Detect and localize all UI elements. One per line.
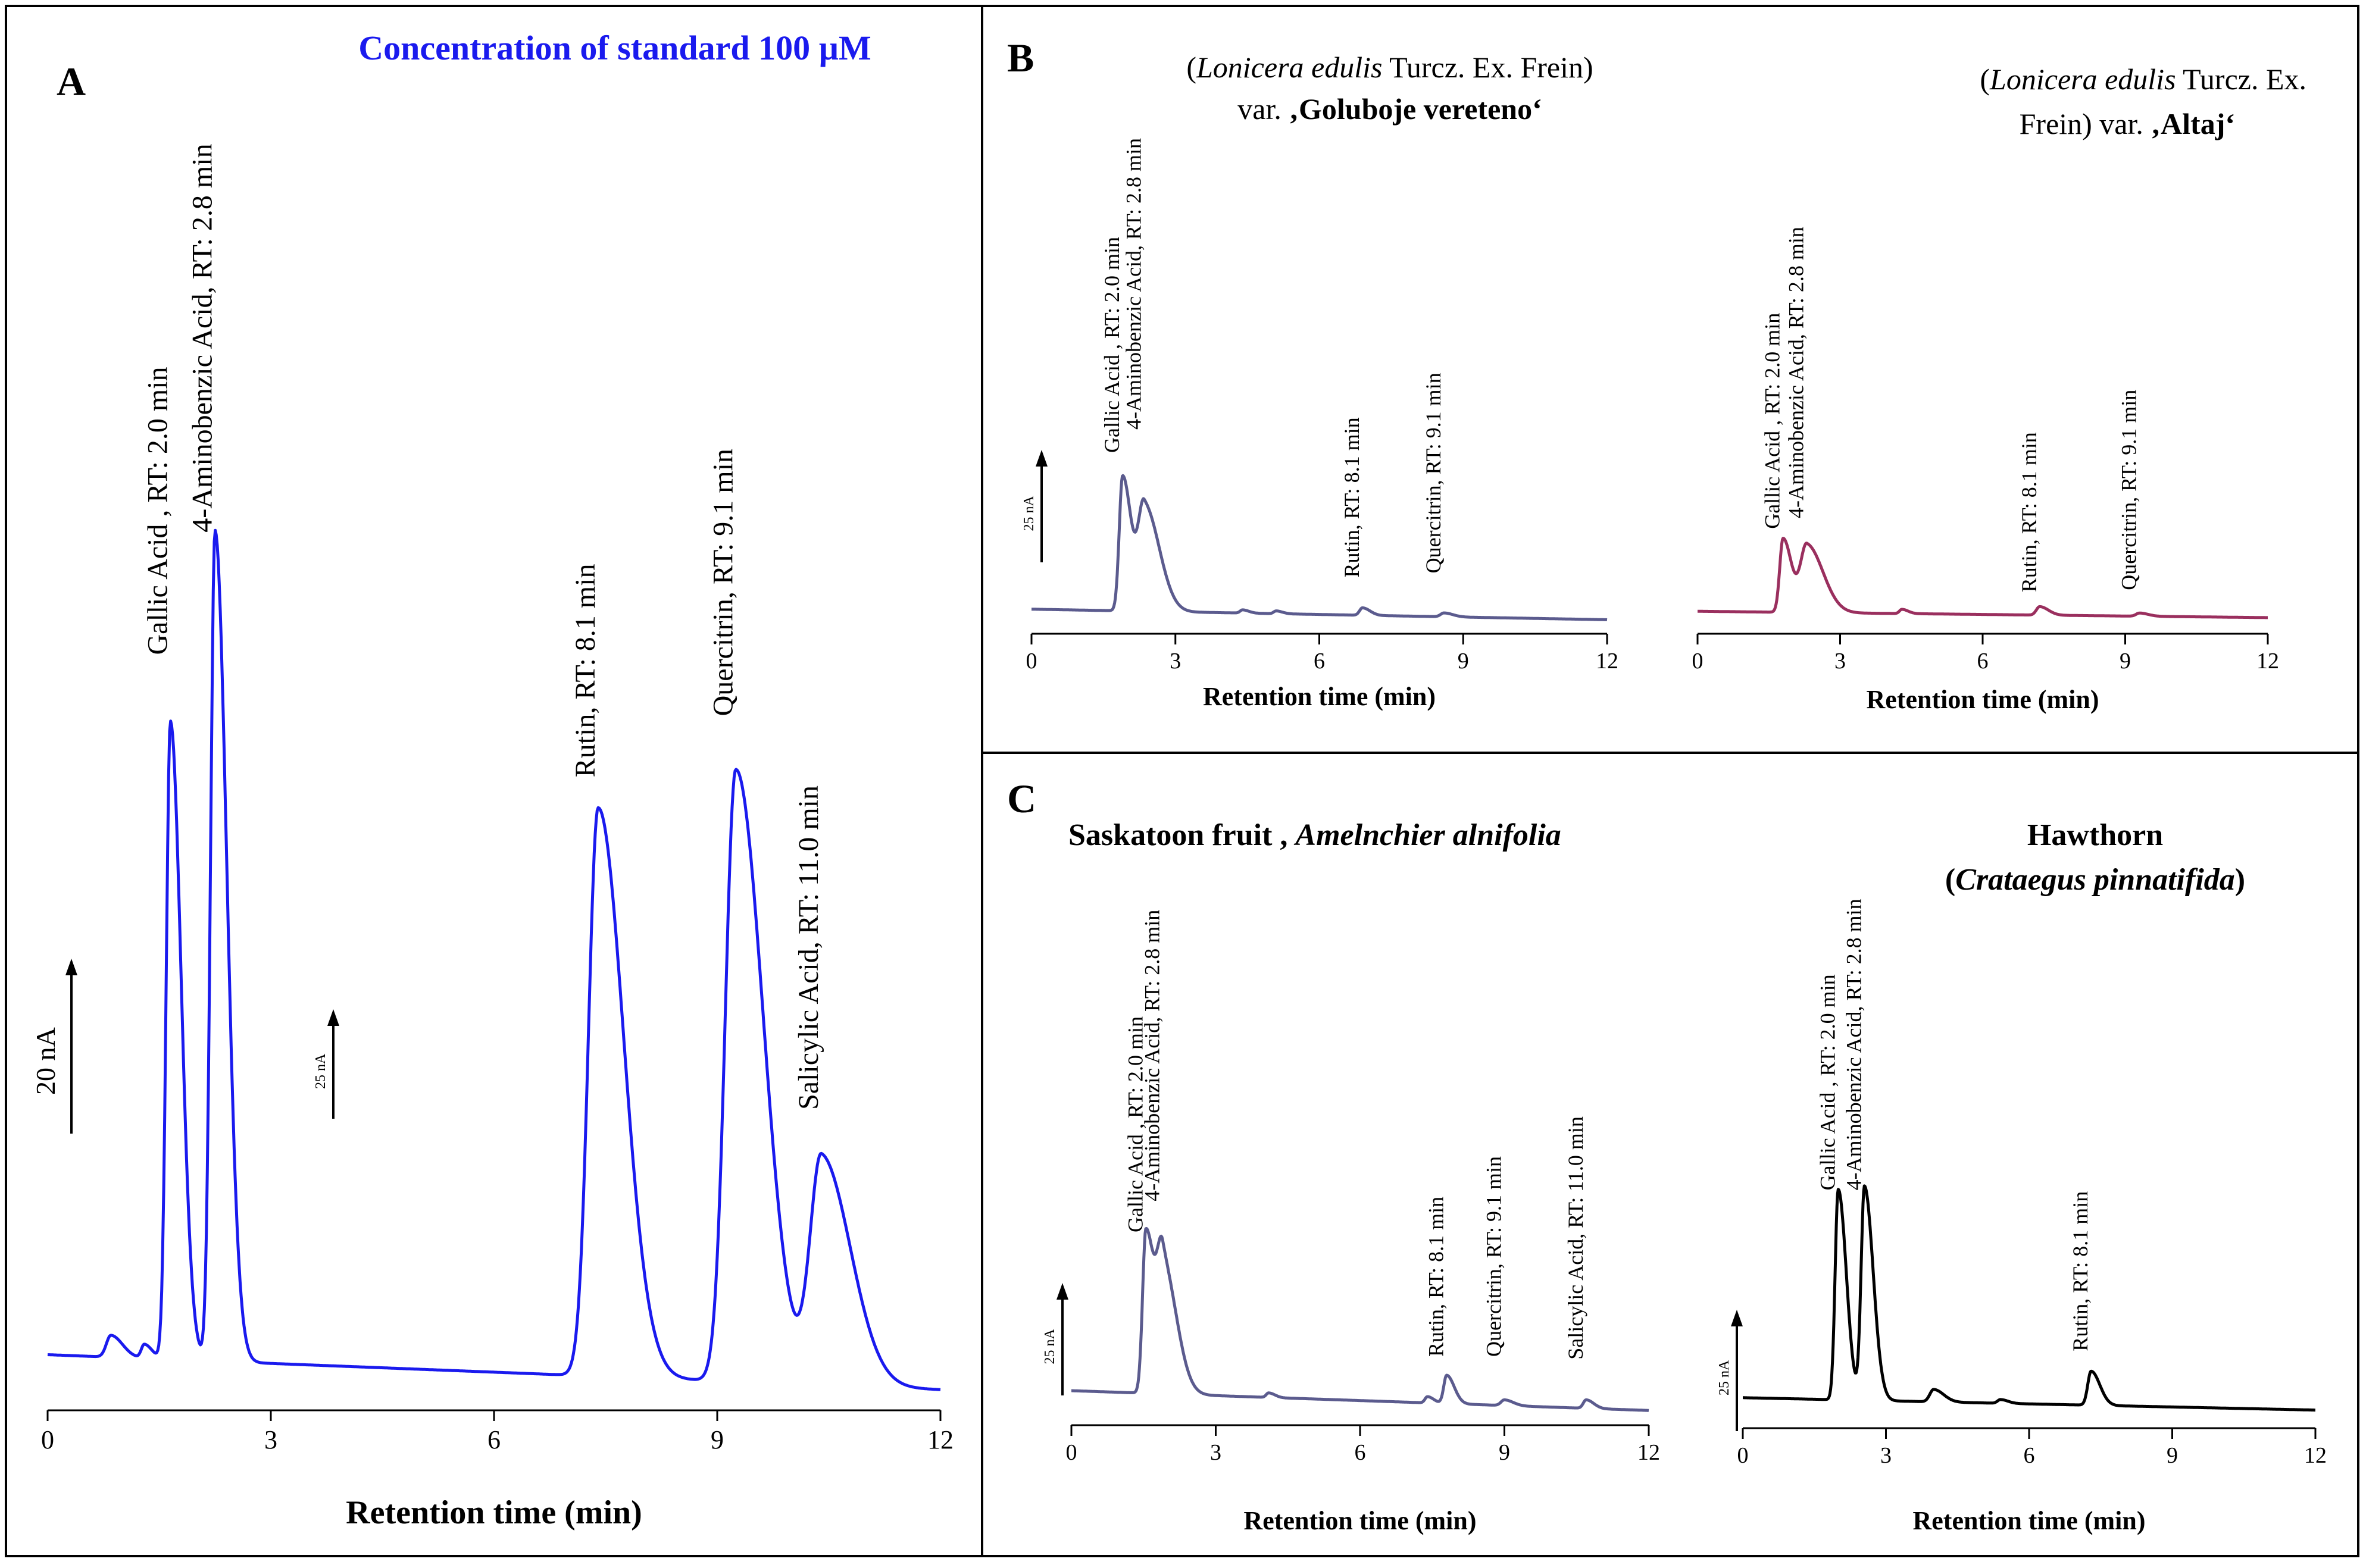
panel-a-frame [5,5,983,1557]
x-tick-label: 12 [1596,649,1618,674]
scale-bar-label: 25 nA [313,1053,329,1089]
x-tick-label: 3 [1834,649,1846,674]
x-tick-label: 3 [1210,1440,1221,1465]
peak-label: 4-Aminobenzic Acid, RT: 2.8 min [1140,910,1164,1201]
panel-b-right-subtitle: Frein) var. ‚Altaj‘ [2020,107,2235,140]
x-tick-label: 3 [264,1425,277,1454]
x-tick-label: 0 [41,1425,54,1454]
charts: 0 3 6 9 12 Retention time (min) Gallic Acid , … [30,138,2327,1535]
x-tick-label: 12 [2256,649,2279,674]
peak-label: Rutin, RT: 8.1 min [570,564,601,778]
x-tick-label: 0 [1026,649,1037,674]
scale-bar-label: 20 nA [30,1027,61,1095]
chromatogram-trace [1030,474,1608,621]
peak-label: Rutin, RT: 8.1 min [1340,417,1364,577]
panel-c-right-subtitle: (Crataegus pinnatifida) [1945,863,2245,897]
x-tick-label: 6 [2024,1443,2035,1468]
x-axis-label: Retention time (min) [346,1494,642,1531]
panel-letter-a: A [57,59,86,104]
panel-bc-frame [981,5,2359,1557]
x-tick-label: 9 [1458,649,1469,674]
x-tick-label: 12 [2304,1443,2327,1468]
scale-bar-arrow [327,1009,339,1026]
scale-bar-arrow [1057,1283,1068,1300]
chromatogram-trace [1696,537,2269,619]
x-axis-label: Retention time (min) [1912,1506,2145,1535]
peak-label: Quercitrin, RT: 9.1 min [2117,390,2140,590]
chart-b-right: 0 3 6 9 12 Retention time (min) Gallic Acid , … [1692,227,2280,714]
scale-bar-arrow [65,959,77,975]
x-tick-label: 6 [1314,649,1325,674]
x-axis-label: Retention time (min) [1203,682,1436,711]
peak-label: Salicylic Acid, RT: 11.0 min [1564,1116,1587,1360]
peak-label: 4-Aminobenzic Acid, RT: 2.8 min [1842,899,1865,1190]
scale-bar-arrow [1731,1310,1743,1326]
peak-label: Gallic Acid , RT: 2.0 min [1123,1016,1147,1232]
peak-label: Rutin, RT: 8.1 min [1424,1197,1448,1357]
panel-letter-b: B [1007,35,1034,80]
peak-label: Gallic Acid , RT: 2.0 min [1100,237,1124,453]
x-tick-label: 9 [711,1425,724,1454]
peak-label: 4-Aminobenzic Acid, RT: 2.8 min [1784,227,1808,518]
chromatogram-trace [1742,1184,2317,1412]
x-tick-label: 9 [2120,649,2131,674]
x-tick-label: 0 [1066,1440,1077,1465]
peak-label: Quercitrin, RT: 9.1 min [707,449,739,716]
peak-label: Quercitrin, RT: 9.1 min [1421,373,1445,573]
peak-label: Salicylic Acid, RT: 11.0 min [793,785,824,1110]
scale-bar-label: 25 nA [1042,1329,1058,1364]
peak-label: 4-Aminobenzic Acid, RT: 2.8 min [1121,138,1145,430]
panel-b-left-title: (Lonicera edulis Turcz. Ex. Frein) [1186,51,1593,84]
x-tick-label: 0 [1737,1443,1749,1468]
x-tick-label: 3 [1880,1443,1892,1468]
x-axis-label: Retention time (min) [1866,685,2099,714]
panel-c-left-title: Saskatoon fruit , Amelnchier alnifolia [1068,818,1561,852]
x-tick-label: 9 [1499,1440,1510,1465]
panel-letter-c: C [1007,776,1036,821]
peak-label: Gallic Acid , RT: 2.0 min [1815,974,1839,1190]
x-tick-label: 0 [1692,649,1704,674]
panel-b-right-title: (Lonicera edulis Turcz. Ex. [1980,62,2306,96]
peak-label: Gallic Acid , RT: 2.0 min [142,367,173,655]
scale-bar-arrow [1036,450,1048,467]
panel-a-title: Concentration of standard 100 µM [358,29,871,67]
x-tick-label: 6 [1977,649,1989,674]
chromatogram-trace [47,528,941,1391]
panel-b-left-subtitle: var. ‚Goluboje vereteno‘ [1237,92,1542,126]
x-axis-label: Retention time (min) [1243,1506,1476,1535]
x-tick-label: 3 [1170,649,1181,674]
scale-bar-label: 25 nA [1717,1360,1732,1395]
peak-label: Rutin, RT: 8.1 min [2068,1191,2092,1351]
chart-b-left: 0 3 6 9 12 Retention time (min) Gallic Acid , … [1021,138,1618,711]
chart-c-left: 0 3 6 9 12 Retention time (min) Gallic Acid , … [1042,910,1660,1535]
peak-label: Gallic Acid , RT: 2.0 min [1761,313,1784,529]
x-tick-label: 6 [487,1425,501,1454]
x-tick-label: 6 [1355,1440,1366,1465]
peak-label: 4-Aminobenzic Acid, RT: 2.8 min [186,143,218,532]
chart-a: 0 3 6 9 12 Retention time (min) Gallic Acid , … [30,143,954,1531]
chromatogram-trace [1070,1226,1650,1412]
x-tick-label: 9 [2167,1443,2178,1468]
chart-c-right: 0 3 6 9 12 Retention time (min) Gallic Acid , … [1717,899,2327,1535]
scale-bar-label: 25 nA [1021,496,1037,531]
peak-label: Quercitrin, RT: 9.1 min [1482,1156,1506,1357]
x-tick-label: 12 [1637,1440,1660,1465]
panel-c-right-title: Hawthorn [2027,818,2163,852]
x-tick-label: 12 [927,1425,954,1454]
peak-label: Rutin, RT: 8.1 min [2017,432,2041,592]
